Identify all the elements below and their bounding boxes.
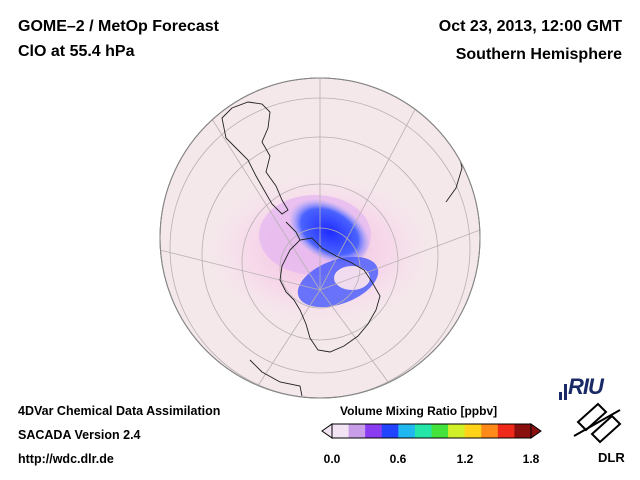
antarctic-peninsula — [285, 221, 301, 241]
colorbar-min-arrow — [321, 423, 333, 439]
colorbar-band — [497, 424, 515, 438]
colorbar-band — [348, 424, 366, 438]
map-species-level: ClO at 55.4 hPa — [18, 43, 135, 60]
colorbar-band — [332, 424, 350, 438]
clo-enhancement-core — [289, 198, 371, 265]
colorbar-band — [481, 424, 499, 438]
colorbar-band — [365, 424, 383, 438]
antarctica-coast — [279, 237, 381, 353]
colorbar-tick: 1.8 — [522, 452, 540, 466]
colorbar-band — [448, 424, 466, 438]
dlr-logo: DLR — [598, 450, 625, 465]
colorbar-tick: 0.6 — [389, 452, 407, 466]
footer-version: SACADA Version 2.4 — [18, 428, 141, 442]
colorbar-tick: 0.0 — [323, 452, 341, 466]
colorbar-band — [414, 424, 432, 438]
map-title: GOME–2 / MetOp Forecast — [18, 18, 219, 35]
dlr-logo-mark — [573, 402, 622, 444]
footer-method: 4DVar Chemical Data Assimilation — [18, 404, 221, 418]
map-region: Southern Hemisphere — [455, 46, 622, 63]
south-america-coast — [221, 101, 289, 215]
colorbar-band — [514, 424, 532, 438]
graticule — [160, 78, 480, 398]
colorbar — [321, 423, 542, 439]
colorbar-title: Volume Mixing Ratio [ppbv] — [340, 404, 498, 418]
riu-logo-mark — [559, 384, 567, 400]
colorbar-tick: 1.2 — [456, 452, 474, 466]
colorbar-band — [398, 424, 416, 438]
colorbar-band — [381, 424, 399, 438]
colorbar-band — [464, 424, 482, 438]
australia-coast — [249, 359, 303, 397]
colorbar-frame — [331, 423, 532, 439]
colorbar-max-arrow — [530, 423, 542, 439]
riu-logo: RIU — [568, 374, 604, 399]
colorbar-band — [431, 424, 449, 438]
footer-url[interactable]: http://wdc.dlr.de — [18, 452, 114, 466]
map-datetime: Oct 23, 2013, 12:00 GMT — [438, 18, 622, 35]
